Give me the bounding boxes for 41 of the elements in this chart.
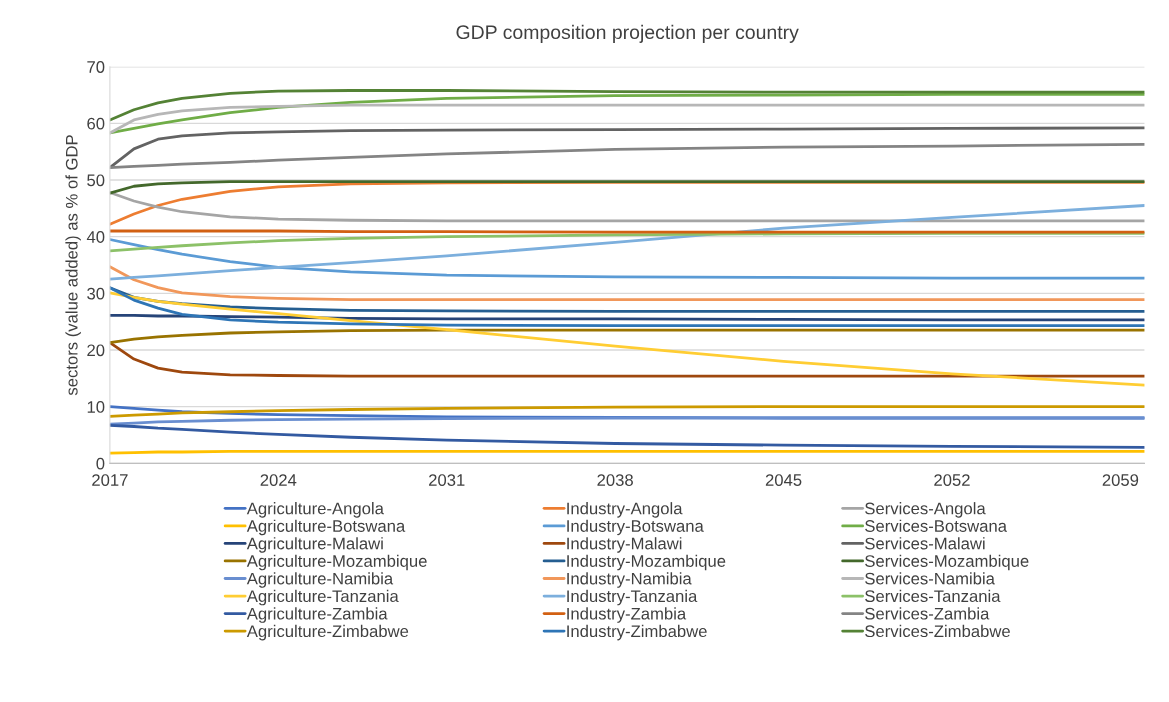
y-tick-label: 40: [86, 231, 105, 243]
y-tick-label: 30: [87, 287, 105, 300]
x-tick-label: 2024: [260, 474, 297, 486]
legend-label: Agriculture-Angola: [246, 502, 384, 518]
y-tick-label: 10: [87, 401, 105, 413]
y-tick-label: 50: [87, 174, 105, 187]
legend-label: Agriculture-Zimbabwe: [246, 624, 409, 641]
legend-label: Agriculture-Namibia: [246, 572, 394, 588]
legend-label: Industry-Mozambique: [567, 554, 726, 571]
y-axis-title: sectors (value added) as % of GDP: [65, 135, 81, 396]
legend-label: Agriculture-Botswana: [246, 519, 406, 536]
legend-label: Industry-Zambia: [567, 607, 687, 623]
legend-label: Agriculture-Zambia: [246, 607, 388, 623]
legend-label: Industry-Zimbabwe: [567, 624, 707, 641]
legend-label: Industry-Tanzania: [567, 589, 698, 606]
legend-label: Agriculture-Tanzania: [246, 589, 399, 606]
x-tick-label: 2045: [765, 474, 802, 486]
x-tick-label: 2031: [429, 474, 465, 486]
legend-label: Agriculture-Malawi: [246, 537, 383, 553]
legend-label: Services-Zimbabwe: [865, 624, 1010, 638]
legend-label: Services-Namibia: [865, 572, 995, 585]
y-tick-label: 70: [87, 61, 105, 73]
x-tick-label: 2052: [934, 474, 970, 486]
x-tick-label: 2017: [92, 474, 128, 486]
legend-label: Industry-Malawi: [567, 537, 682, 553]
legend-label: Services-Angola: [865, 502, 986, 518]
legend-label: Services-Mozambique: [865, 554, 1029, 571]
legend-label: Services-Botswana: [865, 519, 1007, 532]
x-tick-label: 2059: [1102, 474, 1139, 486]
chart-title: GDP composition projection per country: [456, 24, 799, 43]
y-tick-label: 20: [87, 344, 105, 357]
y-tick-label: 0: [96, 457, 105, 470]
legend-label: Services-Malawi: [865, 537, 985, 550]
legend-label: Agriculture-Mozambique: [246, 554, 427, 571]
legend-label: Industry-Namibia: [567, 572, 692, 588]
x-tick-label: 2038: [597, 474, 633, 486]
y-tick-label: 60: [87, 117, 105, 130]
legend-label: Services-Tanzania: [865, 589, 1001, 603]
legend-label: Industry-Angola: [567, 502, 683, 518]
legend-label: Industry-Botswana: [567, 519, 704, 536]
legend-label: Services-Zambia: [865, 607, 990, 620]
